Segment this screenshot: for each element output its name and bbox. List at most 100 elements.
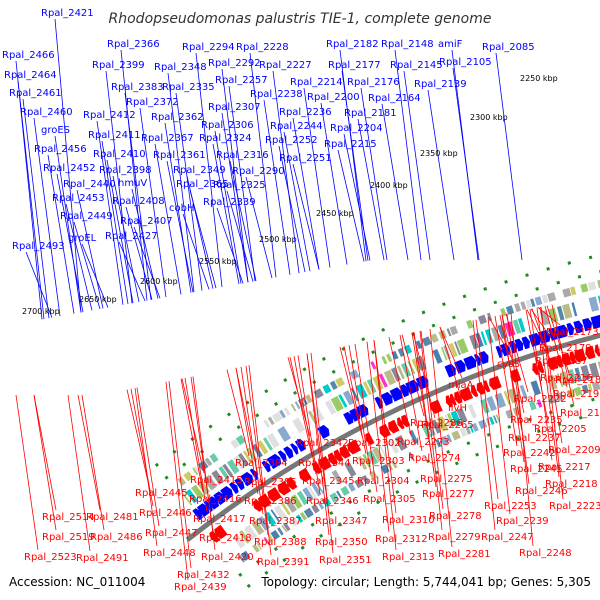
- reverse-gene-label: Rpal_2278: [429, 511, 482, 522]
- forward-gene-label: Rpal_2176: [347, 77, 400, 88]
- feature-block: [302, 487, 314, 502]
- feature-block: [587, 281, 597, 291]
- feature-block: [432, 348, 443, 364]
- feature-block: [490, 326, 501, 342]
- reverse-callout-line: [248, 365, 272, 556]
- feature-block: [570, 286, 577, 296]
- forward-callout-line: [33, 117, 61, 317]
- reverse-gene-labels: Rpal_2173 Rpal_2179 cysS Rpal_2187 Rpal_2216…: [24, 327, 600, 593]
- forward-callout-line: [54, 18, 82, 313]
- feature-block: [500, 307, 507, 317]
- feature-block: [380, 464, 390, 475]
- reverse-callout-line: [529, 308, 553, 461]
- forward-callout-line: [120, 49, 148, 301]
- reverse-callout-line: [136, 387, 160, 527]
- forward-gene-label: Rpal_2398: [99, 165, 152, 176]
- forward-callout-line: [360, 87, 388, 261]
- feature-block: [446, 328, 452, 337]
- forward-callout-line: [133, 226, 161, 299]
- feature-block: [443, 345, 451, 360]
- forward-gene-arrow: [266, 453, 282, 470]
- forward-callout-line: [167, 72, 195, 293]
- feature-block: [390, 367, 402, 382]
- reverse-callout-line: [306, 353, 330, 536]
- reverse-callout-line: [501, 314, 525, 414]
- feature-block: [191, 484, 205, 500]
- feature-block: [194, 466, 201, 474]
- reverse-callout-line: [165, 381, 189, 581]
- feature-block: [290, 517, 300, 527]
- reverse-gene-label: Rpal_2519: [42, 532, 95, 543]
- forward-gene-label: Rpal_2365: [176, 179, 229, 190]
- forward-callout-line: [394, 49, 422, 261]
- feature-block: [290, 403, 297, 412]
- feature-block: [304, 394, 313, 404]
- forward-callout-line: [249, 52, 277, 278]
- reverse-gene-arrow: [209, 530, 221, 543]
- feature-block: [456, 338, 469, 355]
- feature-block: [218, 466, 230, 480]
- forward-gene-label: Rpal_2290: [232, 166, 285, 177]
- feature-block: [407, 360, 416, 375]
- forward-gene-label: Rpal_2204: [330, 123, 383, 134]
- feature-block: [505, 409, 514, 419]
- reverse-callout-line: [126, 389, 150, 487]
- feature-block: [297, 398, 306, 408]
- forward-gene-label: Rpal_2252: [265, 135, 318, 146]
- feature-block: [183, 471, 194, 482]
- forward-gene-arrow: [554, 324, 568, 339]
- feature-block: [505, 305, 515, 315]
- feature-block: [378, 373, 388, 388]
- feature-block: [284, 497, 298, 513]
- feature-block: [459, 427, 468, 437]
- reverse-gene-label: Rpal_2448: [143, 548, 196, 559]
- reverse-callout-line: [293, 356, 317, 475]
- forward-gene-label: Rpal_2456: [34, 144, 87, 155]
- feature-block: [440, 346, 448, 361]
- forward-gene-arrow: [261, 460, 271, 473]
- feature-block: [397, 347, 405, 357]
- forward-callout-line: [343, 133, 371, 261]
- feature-block: [252, 543, 260, 553]
- feature-block: [514, 303, 522, 313]
- forward-gene-label: Rpal_2306: [201, 120, 254, 131]
- reverse-callout-line: [339, 346, 363, 437]
- reverse-callout-line: [130, 388, 154, 507]
- forward-gene-label: Rpal_2452: [43, 163, 96, 174]
- reverse-gene-label: Rpal_2209: [548, 445, 600, 456]
- reverse-gene-label: Rpal_2188: [555, 375, 600, 386]
- reverse-callout-line: [134, 387, 158, 547]
- feature-block: [446, 434, 453, 443]
- reverse-callout-line: [412, 332, 436, 419]
- forward-callout-line: [124, 92, 152, 300]
- reverse-callout-line: [399, 334, 423, 452]
- feature-block: [450, 410, 462, 426]
- feature-block: [494, 392, 507, 409]
- feature-block: [525, 299, 532, 309]
- forward-gene-label: amiF: [438, 39, 463, 50]
- reverse-gene-arrow: [379, 423, 391, 438]
- reverse-gene-arrow: [476, 381, 486, 395]
- reverse-gene-label: Rpal_2486: [90, 532, 143, 543]
- feature-block: [456, 407, 468, 424]
- feature-block: [451, 430, 461, 441]
- reverse-gene-label: Rpal_2237: [508, 433, 561, 444]
- reverse-gene-label: Rpal_2245: [510, 464, 563, 475]
- feature-block: [388, 439, 400, 454]
- forward-callout-line: [73, 221, 101, 310]
- forward-callout-line: [101, 140, 129, 305]
- reverse-gene-label: Rpal_2446: [139, 508, 192, 519]
- forward-gene-label: Rpal_2292: [208, 58, 261, 69]
- feature-block: [233, 455, 246, 470]
- feature-block: [280, 502, 291, 516]
- forward-gene-arrow: [343, 411, 354, 425]
- feature-block: [311, 504, 320, 514]
- reverse-callout-line: [531, 308, 555, 372]
- feature-block: [267, 533, 275, 542]
- feature-block: [366, 450, 379, 466]
- feature-block: [581, 384, 589, 394]
- tick-label: 2450 kbp: [316, 209, 354, 218]
- tick-label: 2600 kbp: [140, 277, 178, 286]
- reverse-gene-label: cysS: [497, 359, 520, 370]
- forward-gene-label: Rpal_2383: [111, 82, 164, 93]
